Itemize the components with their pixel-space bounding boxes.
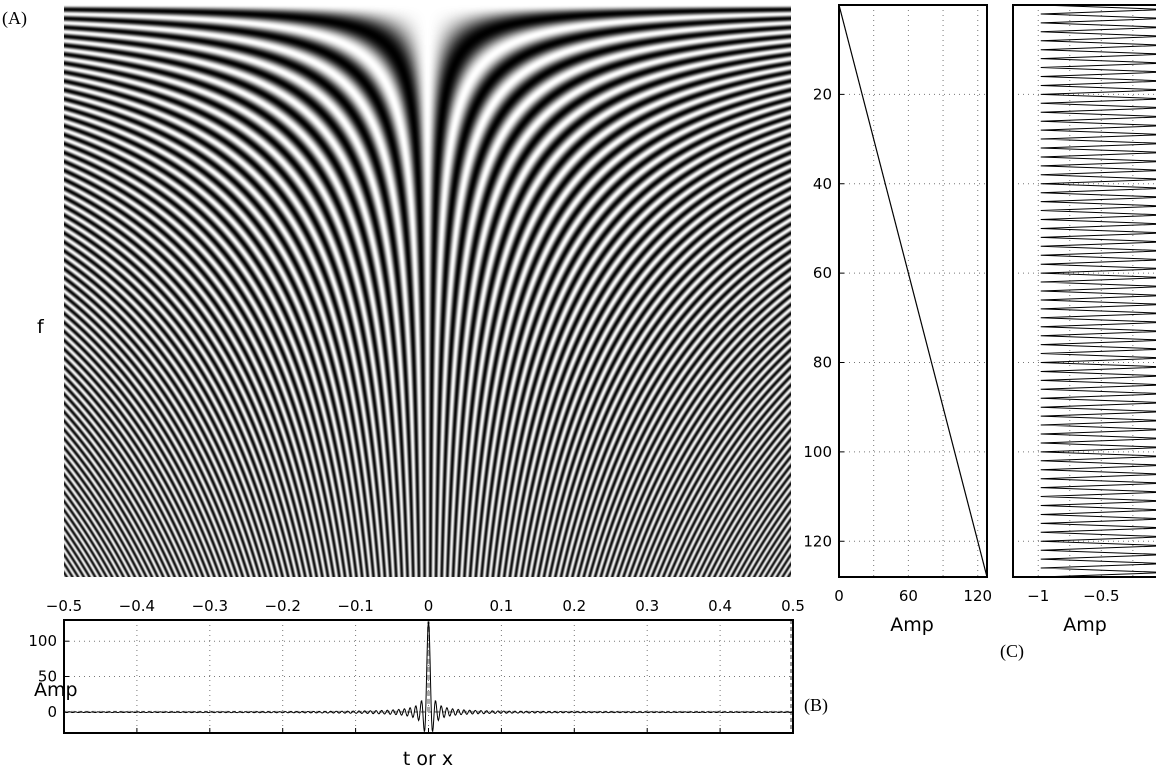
series-alternating-amp: [1040, 5, 1156, 577]
x-tick-label: −0.3: [192, 597, 228, 615]
panel-b-series: [64, 620, 793, 733]
panel-c1-x-ticks: 0 60 120: [834, 587, 992, 605]
x-tick-label: −0.1: [337, 597, 373, 615]
x-tick-label: 0.5: [781, 597, 805, 615]
y-tick-label: 50: [38, 668, 57, 686]
x-tick-label: 60: [899, 587, 918, 605]
panel-b-x-ticks: −0.5 −0.4 −0.3 −0.2 −0.1 0 0.1 0.2 0.3 0.4 0.5: [46, 597, 805, 615]
panel-c1-y-ticks: 20 40 60 80 100 120: [803, 85, 832, 550]
series-sum-of-cosines: [64, 621, 793, 732]
x-tick-label: 0: [834, 587, 844, 605]
x-tick-label: 0.1: [489, 597, 513, 615]
panel-c1-series: [838, 4, 988, 578]
panel-c2-series: [1040, 5, 1156, 577]
x-tick-label: −0.5: [46, 597, 82, 615]
y-axis-label-f: f: [37, 316, 45, 338]
x-tick-label: −0.5: [1083, 587, 1119, 605]
x-tick-label: −1: [1027, 587, 1049, 605]
panel-b-y-ticks: 0 50 100: [28, 632, 57, 721]
panel-label-b: (B): [804, 695, 828, 716]
x-tick-label: 0.2: [562, 597, 586, 615]
panel-b-frame: [63, 619, 794, 734]
panel-a: (A) f: [2, 5, 791, 577]
panel-b: −0.5 −0.4 −0.3 −0.2 −0.1 0 0.1 0.2 0.3 0.4 0.5 0 50…: [28, 597, 828, 770]
y-tick-label: 80: [813, 354, 832, 372]
x-tick-label: −0.4: [119, 597, 155, 615]
x-axis-label-b: t or x: [403, 748, 453, 770]
panel-c1: 0 60 120 20 40 60 80 100 120 Amp: [803, 4, 992, 636]
y-tick-label: 0: [47, 703, 57, 721]
y-tick-label: 40: [813, 175, 832, 193]
x-tick-label: 0: [424, 597, 434, 615]
panel-c2-frame: [1012, 4, 1156, 578]
y-tick-label: 100: [803, 443, 832, 461]
panel-c1-frame: [838, 4, 988, 578]
heatmap-image: [64, 5, 791, 577]
heatmap-raster: [64, 5, 791, 577]
y-tick-label: 20: [813, 85, 832, 103]
panel-label-a: (A): [2, 8, 27, 29]
y-tick-label: 100: [28, 632, 57, 650]
x-axis-label-c2: Amp: [1063, 614, 1107, 636]
panel-label-c: (C): [1000, 641, 1024, 662]
x-tick-label: 0.3: [635, 597, 659, 615]
x-tick-label: 120: [963, 587, 992, 605]
x-tick-label: 0.4: [708, 597, 732, 615]
x-tick-label: −0.2: [264, 597, 300, 615]
panel-c2-x-ticks: −1−0.50: [1027, 587, 1119, 605]
y-tick-label: 120: [803, 532, 832, 550]
y-tick-label: 60: [813, 264, 832, 282]
series-linear-amp: [838, 4, 988, 578]
y-axis-label-b: Amp: [34, 679, 78, 701]
x-axis-label-c1: Amp: [890, 614, 934, 636]
panel-c2: −1−0.50 Amp (C): [1000, 4, 1156, 662]
